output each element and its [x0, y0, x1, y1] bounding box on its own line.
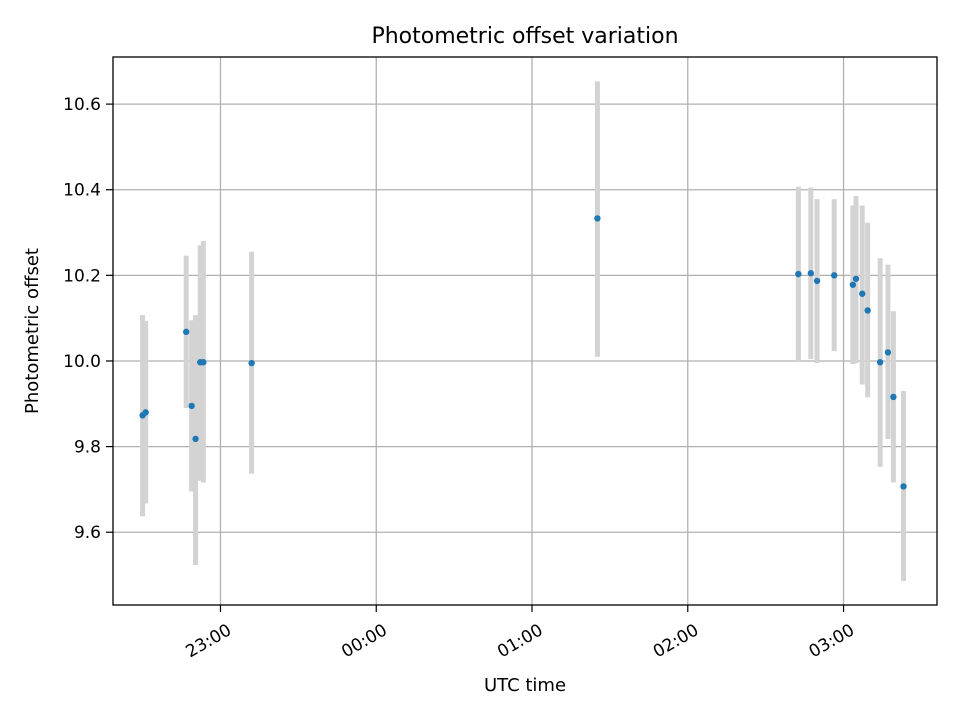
- x-axis-label: UTC time: [484, 675, 566, 696]
- data-point: [188, 402, 195, 410]
- data-point: [830, 272, 838, 279]
- y-tick-label: 10.0: [63, 352, 101, 372]
- data-point: [594, 215, 601, 222]
- data-point: [807, 270, 815, 277]
- data-point: [849, 281, 857, 288]
- data-point: [192, 435, 199, 443]
- data-point: [859, 290, 866, 297]
- data-point: [200, 359, 207, 366]
- data-point: [813, 277, 821, 285]
- plot-frame: [112, 56, 938, 606]
- data-point: [248, 359, 255, 367]
- chart-title: Photometric offset variation: [371, 24, 678, 49]
- y-tick-label: 9.8: [74, 438, 101, 458]
- data-point: [876, 359, 884, 366]
- y-axis-label: Photometric offset: [22, 248, 43, 414]
- data-point: [884, 349, 892, 356]
- data-points: [139, 215, 907, 490]
- data-point: [890, 393, 897, 401]
- data-point: [183, 328, 190, 336]
- y-tick-label: 9.6: [74, 523, 101, 543]
- data-point: [795, 270, 802, 278]
- data-point: [852, 275, 860, 282]
- data-point: [864, 307, 871, 314]
- y-tick-label: 10.4: [63, 181, 101, 201]
- data-point: [142, 409, 149, 416]
- data-point: [900, 483, 907, 490]
- y-tick-label: 10.2: [63, 266, 101, 286]
- y-tick-label: 10.6: [63, 95, 101, 115]
